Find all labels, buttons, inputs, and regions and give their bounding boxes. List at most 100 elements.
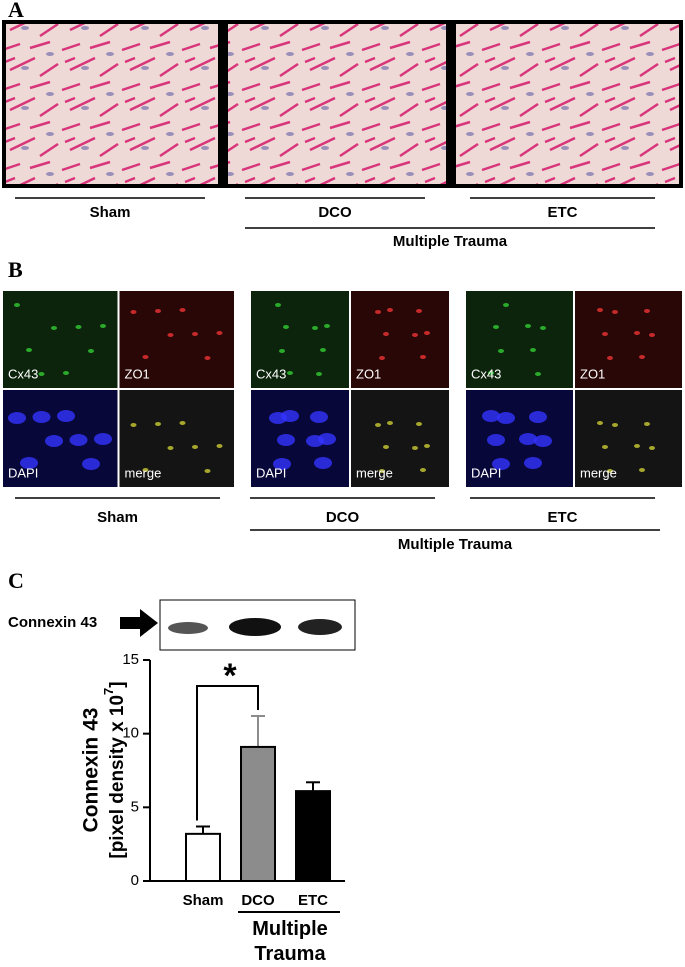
signal (639, 355, 645, 359)
fluorescence-image (118, 389, 235, 488)
signal (424, 444, 430, 448)
y-axis-label-part: [pixel density x 10 (107, 695, 128, 859)
signal (45, 435, 63, 447)
signal (379, 356, 385, 360)
signal (320, 348, 326, 352)
channel-label: DAPI (256, 465, 286, 480)
channel-label: DAPI (471, 465, 501, 480)
signal (498, 349, 504, 353)
y-axis-label: Connexin 43 (80, 708, 103, 833)
signal (497, 412, 515, 424)
signal (277, 434, 295, 446)
signal (312, 326, 318, 330)
signal (204, 356, 211, 360)
signal (597, 421, 603, 425)
signal (179, 421, 186, 425)
bar (185, 832, 221, 882)
channel-label: Cx43 (256, 366, 286, 381)
signal (525, 324, 531, 328)
signal (167, 333, 174, 337)
signal (100, 324, 106, 328)
signal (602, 332, 608, 336)
signal (639, 468, 645, 472)
group-label: DCO (326, 509, 360, 526)
significance-bracket (196, 685, 259, 821)
signal (281, 410, 299, 422)
signal (32, 411, 51, 423)
y-tick-label: 15 (122, 651, 139, 668)
panel-label: C (8, 568, 24, 593)
signal (26, 348, 32, 352)
signal (607, 469, 613, 473)
significance-label: * (223, 657, 237, 695)
signal (14, 303, 20, 307)
channel-label: ZO1 (125, 366, 150, 381)
signal (607, 356, 613, 360)
panel-label: B (8, 257, 23, 282)
group-label: Sham (90, 204, 131, 221)
fluorescence-image (2, 290, 119, 389)
signal (492, 458, 510, 470)
signal (192, 445, 198, 449)
signal (155, 309, 161, 313)
blot-band (168, 622, 208, 634)
signal (530, 348, 536, 352)
bracket-label: Multiple Trauma (393, 233, 508, 250)
signal (324, 324, 330, 328)
signal (412, 446, 418, 450)
signal (314, 457, 332, 469)
group-label: ETC (548, 509, 578, 526)
signal (602, 445, 608, 449)
signal (493, 325, 499, 329)
micrograph (228, 24, 446, 184)
signal (534, 435, 552, 447)
signal (424, 331, 430, 335)
y-tick-label: 10 (122, 725, 139, 742)
signal (487, 434, 505, 446)
signal (167, 446, 174, 450)
signal (383, 445, 389, 449)
signal (142, 468, 149, 472)
y-tick-label: 5 (131, 798, 139, 815)
blot-label: Connexin 43 (8, 614, 97, 631)
channel-label: Cx43 (471, 366, 501, 381)
signal (412, 333, 418, 337)
signal (316, 372, 322, 376)
signal (82, 458, 100, 470)
signal (287, 371, 293, 375)
fluorescence-image (465, 290, 574, 389)
x-tick-label: Sham (183, 892, 224, 909)
signal (519, 433, 537, 445)
signal (634, 444, 640, 448)
signal (142, 355, 149, 359)
signal (420, 468, 426, 472)
channel-label: merge (580, 465, 617, 480)
bracket-label: Multiple Trauma (398, 536, 513, 553)
fluorescence-image (350, 290, 450, 389)
signal (130, 310, 137, 314)
group-label: Sham (97, 509, 138, 526)
signal (644, 309, 650, 313)
signal (375, 310, 381, 314)
y-axis-label-part: ] (107, 681, 128, 687)
channel-label: ZO1 (356, 366, 381, 381)
signal (416, 422, 422, 426)
micrograph (456, 24, 679, 184)
signal (130, 423, 137, 427)
panel-label: A (8, 0, 24, 22)
signal (88, 349, 94, 353)
x-tick-label: ETC (298, 892, 328, 909)
arrow (120, 609, 158, 637)
group-label: DCO (318, 204, 352, 221)
micrograph (6, 24, 218, 184)
signal (488, 371, 494, 375)
group-label: ETC (548, 204, 578, 221)
signal (540, 326, 546, 330)
signal (535, 372, 541, 376)
signal (75, 325, 82, 329)
fluorescence-image (350, 389, 450, 488)
signal (57, 410, 75, 422)
signal (649, 446, 655, 450)
